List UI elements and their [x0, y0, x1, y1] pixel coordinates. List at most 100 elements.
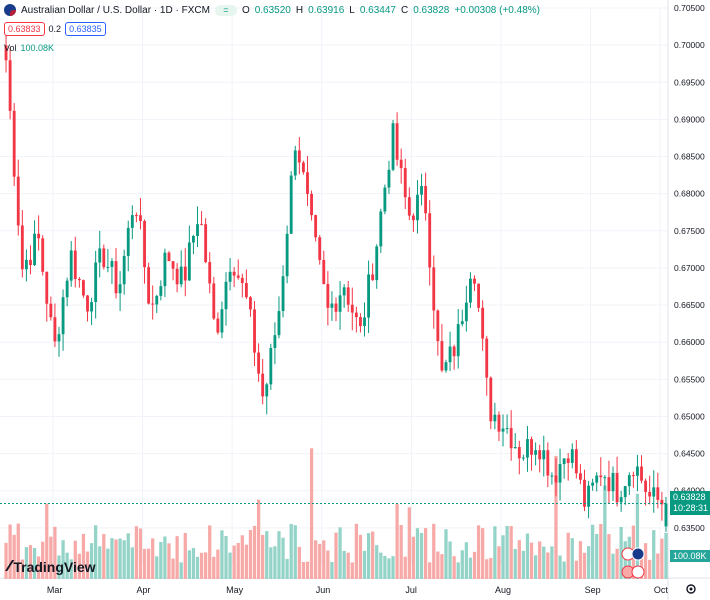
candle-body	[82, 280, 85, 296]
candle-body	[306, 172, 309, 194]
candle-body	[578, 473, 582, 480]
open-label: O	[241, 4, 250, 16]
quote-row: 0.63833 0.2 0.63835	[4, 22, 106, 36]
volume-bar	[151, 538, 155, 579]
volume-bar	[16, 523, 20, 579]
volume-bar	[110, 538, 114, 579]
candle-body	[477, 283, 481, 308]
volume-bar	[134, 526, 139, 579]
candle-body	[456, 324, 460, 357]
candle-body	[224, 281, 228, 310]
candle-body	[432, 267, 436, 311]
candle-body	[49, 303, 53, 318]
volume-tag: 100.08K	[670, 550, 710, 562]
volume-bar	[623, 541, 627, 579]
candle-body	[485, 338, 489, 378]
price-axis: 0.70500 0.70000 0.69500 0.69000 0.68500 0.680…	[674, 3, 705, 533]
candle-body	[232, 271, 236, 276]
candle-body	[631, 475, 635, 477]
volume-bar	[635, 493, 640, 579]
candle-body	[379, 211, 383, 247]
candle-body	[399, 159, 403, 169]
candle-body	[517, 447, 521, 459]
candle-body	[244, 283, 248, 298]
volume-bar	[65, 552, 69, 579]
candle-body	[77, 278, 81, 281]
volume-bar	[301, 561, 306, 579]
volume-bar	[138, 528, 143, 579]
volume-bar	[407, 507, 411, 579]
volume-bar	[664, 532, 668, 579]
volume-bar	[452, 556, 456, 579]
volume-bar	[122, 540, 126, 579]
volume-bar	[525, 533, 530, 579]
candle-body	[196, 224, 199, 236]
candle-body	[330, 303, 334, 308]
volume-bar	[448, 541, 452, 579]
buy-button[interactable]: 0.63835	[65, 22, 106, 36]
volume-bar	[4, 542, 8, 579]
volume-bar	[334, 532, 338, 579]
market-status-icon[interactable]: =	[214, 4, 237, 16]
volume-bar	[146, 548, 151, 579]
candle-body	[33, 233, 36, 266]
us-event-flag-icon[interactable]	[631, 565, 645, 579]
candle-body	[640, 466, 643, 481]
volume-bar	[505, 525, 509, 579]
candle-body	[562, 458, 566, 465]
candle-body	[473, 278, 476, 284]
volume-bar	[232, 545, 236, 579]
volume-bar	[558, 555, 562, 579]
candle-body	[489, 377, 493, 422]
volume-bar	[208, 525, 212, 579]
candle-body	[310, 193, 313, 216]
candle-body	[350, 304, 354, 313]
volume-bar	[77, 553, 81, 579]
price-tick-label: 0.66500	[674, 300, 705, 310]
volume-bar	[179, 562, 183, 579]
candle-body	[566, 458, 570, 463]
volume-bar	[118, 538, 122, 579]
volume-legend[interactable]: Vol 100.08K	[4, 43, 54, 53]
economic-event-flag-icon[interactable]	[631, 547, 645, 561]
candle-body	[599, 475, 603, 478]
time-tick-label: Apr	[137, 585, 151, 595]
volume-bar	[379, 552, 383, 579]
volume-bar	[497, 546, 501, 579]
candle-body	[436, 310, 440, 342]
volume-bar	[252, 525, 257, 579]
volume-bar	[615, 548, 619, 579]
candle-body	[253, 309, 256, 353]
candle-body	[383, 187, 387, 212]
tradingview-logo[interactable]: ⁄⁄ TradingView	[8, 558, 96, 576]
volume-bar	[342, 550, 346, 579]
candle-body	[542, 450, 546, 460]
candle-body	[102, 248, 106, 268]
close-label: C	[400, 4, 409, 16]
volume-bar	[318, 543, 322, 579]
volume-bar	[444, 529, 448, 579]
candles	[4, 28, 668, 532]
candle-body	[411, 215, 415, 221]
countdown-value: 10:28:31	[673, 503, 709, 513]
volume-bar	[611, 553, 615, 579]
candle-body	[656, 487, 660, 500]
candle-body	[627, 475, 631, 487]
candle-body	[167, 252, 171, 262]
volume-bar	[542, 546, 546, 579]
price-tick-label: 0.64500	[674, 449, 705, 459]
volume-bar	[440, 554, 444, 579]
settings-gear-icon[interactable]	[684, 582, 698, 596]
candle-body	[595, 475, 599, 483]
volume-bar	[346, 552, 350, 579]
volume-bar	[660, 538, 664, 579]
event-markers[interactable]	[620, 545, 650, 585]
candle-body	[359, 317, 362, 327]
sell-button[interactable]: 0.63833	[4, 22, 45, 36]
volume-bar	[277, 531, 281, 579]
candle-body	[86, 295, 89, 312]
symbol-legend[interactable]: Australian Dollar / U.S. Dollar · 1D · F…	[4, 4, 540, 16]
candle-body	[130, 215, 134, 228]
candle-body	[623, 486, 627, 498]
